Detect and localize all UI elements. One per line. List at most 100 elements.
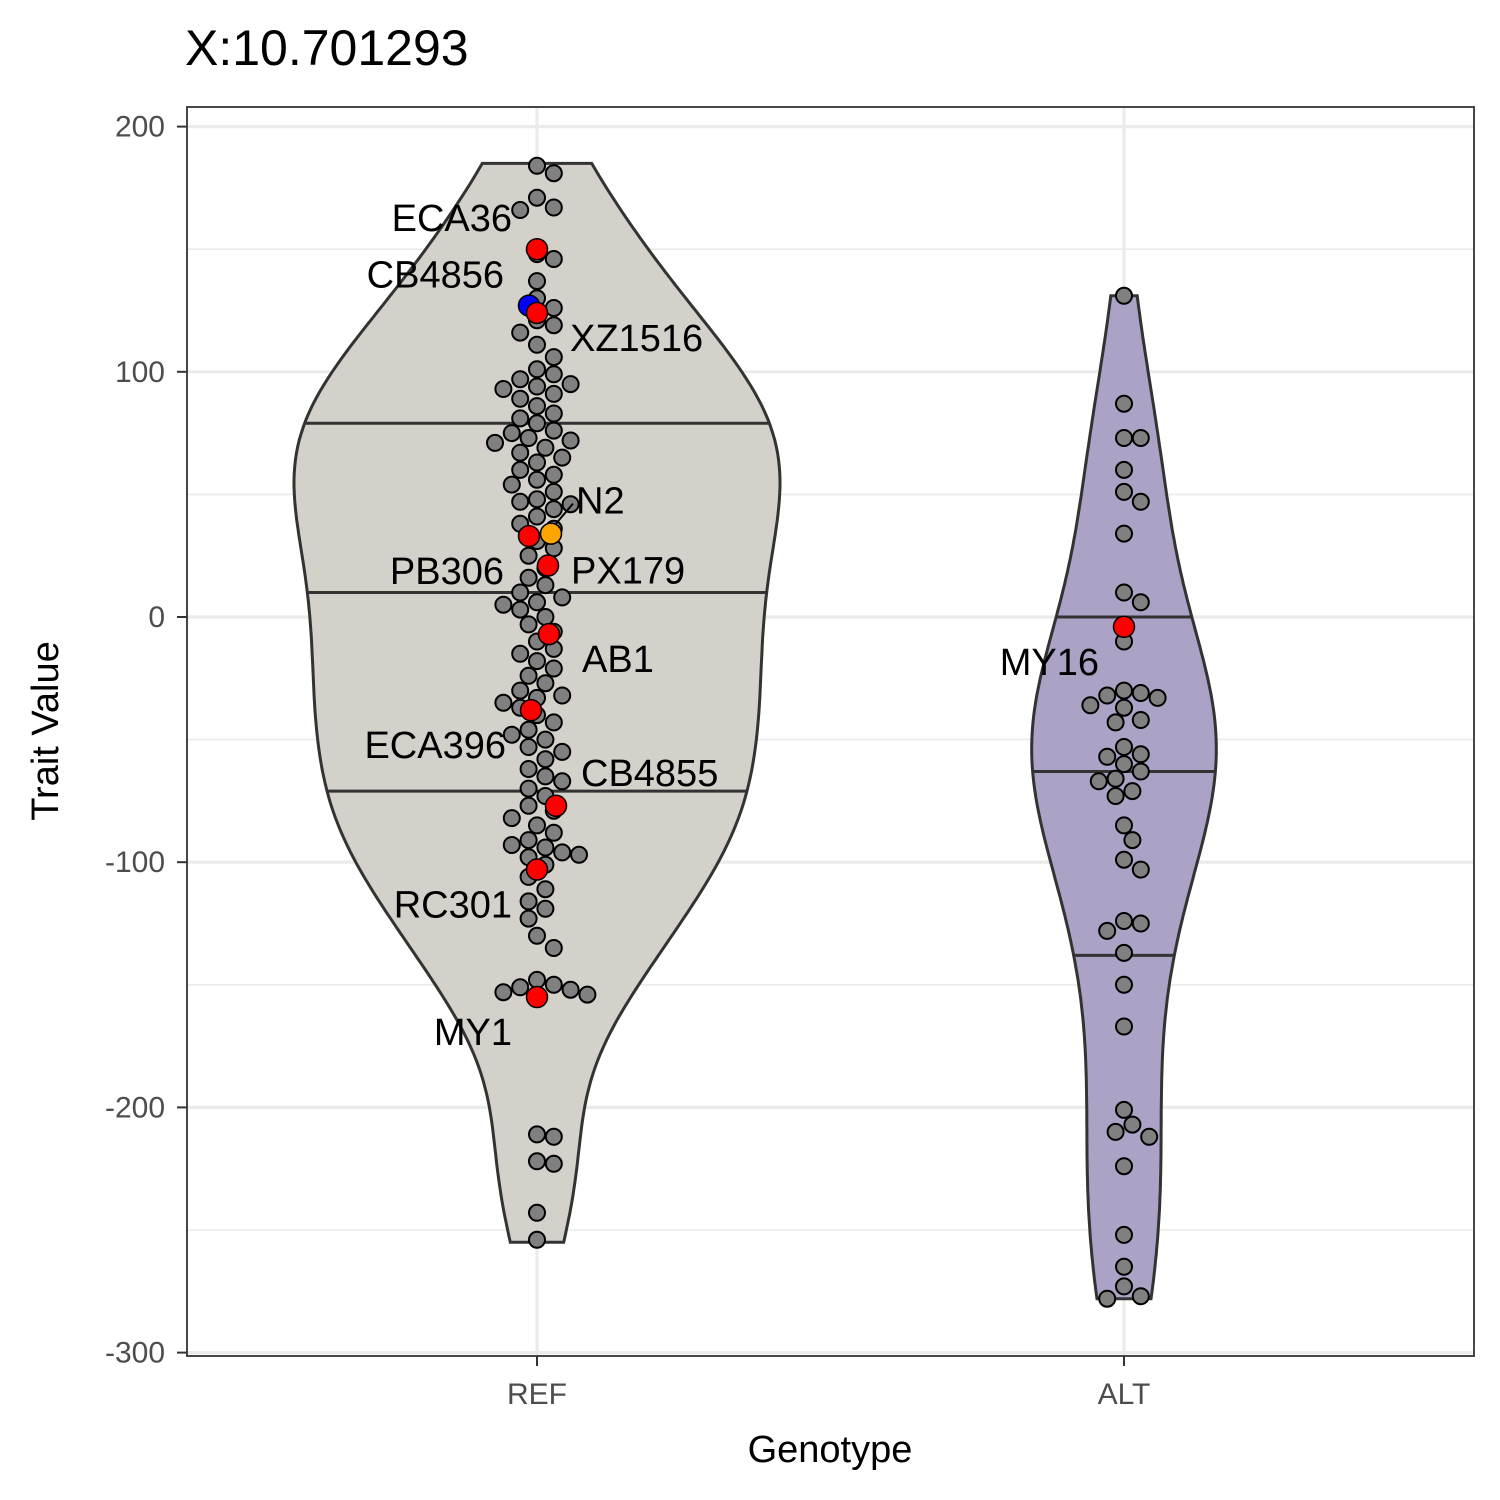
- data-point: [1148, 688, 1167, 707]
- label-leader-line: [555, 502, 574, 525]
- data-point: [1098, 686, 1117, 705]
- data-point: [536, 838, 555, 857]
- data-point: [1089, 772, 1108, 791]
- data-point: [528, 188, 546, 207]
- x-tick-label: ALT: [1098, 1378, 1151, 1411]
- data-point: [1115, 816, 1133, 835]
- data-point: [519, 720, 538, 739]
- data-point: [1131, 684, 1150, 702]
- strain-label: CB4856: [367, 255, 504, 297]
- data-point: [494, 693, 513, 712]
- data-point: [1131, 429, 1150, 447]
- data-point: [536, 438, 555, 457]
- strain-label: CB4855: [581, 753, 718, 795]
- strain-label: PX179: [571, 551, 685, 593]
- data-point: [528, 1152, 546, 1171]
- highlight-point: [1112, 615, 1136, 639]
- data-point: [528, 1230, 546, 1249]
- data-point: [536, 750, 555, 769]
- data-point: [553, 686, 572, 705]
- strain-label: ECA36: [392, 198, 512, 240]
- data-point: [553, 588, 572, 607]
- data-point: [511, 492, 530, 511]
- data-point: [519, 429, 538, 447]
- data-point: [544, 659, 563, 678]
- data-point: [502, 836, 521, 854]
- data-point: [519, 760, 538, 778]
- x-tick-label: REF: [507, 1378, 567, 1411]
- data-point: [519, 796, 538, 815]
- data-point: [1081, 696, 1100, 715]
- data-point: [1123, 782, 1142, 801]
- data-point: [1106, 787, 1125, 805]
- data-point: [536, 880, 555, 899]
- strain-label: PB306: [390, 551, 504, 593]
- data-point: [1115, 286, 1133, 305]
- data-point: [544, 348, 563, 367]
- highlight-point: [525, 301, 549, 325]
- data-point: [502, 725, 521, 744]
- data-point: [1098, 921, 1117, 940]
- data-point: [511, 389, 530, 408]
- data-point: [511, 370, 530, 389]
- highlight-point: [525, 985, 549, 1009]
- data-point: [519, 779, 538, 798]
- data-point: [536, 899, 555, 918]
- data-point: [544, 975, 563, 994]
- data-point: [511, 681, 530, 700]
- data-point: [544, 465, 563, 484]
- data-point: [544, 250, 563, 268]
- strain-label: MY1: [434, 1012, 512, 1054]
- data-point: [519, 568, 538, 587]
- data-point: [1115, 1225, 1133, 1244]
- y-tick-label: -100: [105, 846, 165, 879]
- data-point: [528, 816, 546, 835]
- strain-label: XZ1516: [570, 318, 703, 360]
- data-point: [528, 360, 546, 379]
- data-point: [1131, 745, 1150, 764]
- highlight-point: [536, 554, 560, 577]
- data-point: [536, 730, 555, 749]
- data-point: [1115, 1277, 1133, 1296]
- data-point: [1140, 1127, 1159, 1146]
- data-point: [1115, 850, 1133, 869]
- data-point: [544, 365, 563, 384]
- data-point: [1131, 1287, 1150, 1306]
- data-point: [519, 831, 538, 850]
- data-point: [511, 460, 530, 479]
- data-point: [1115, 524, 1133, 543]
- data-point: [528, 453, 546, 472]
- data-point: [1131, 860, 1150, 879]
- data-point: [536, 608, 555, 626]
- data-point: [494, 595, 513, 614]
- highlight-point: [544, 794, 568, 818]
- data-point: [1131, 593, 1150, 612]
- data-point: [570, 845, 588, 864]
- data-point: [544, 482, 563, 501]
- highlight-point: [539, 522, 563, 545]
- highlight-point: [537, 622, 561, 646]
- data-point: [553, 448, 572, 467]
- chart-title: X:10.701293: [185, 20, 469, 76]
- data-point: [544, 500, 563, 519]
- strain-label: RC301: [394, 885, 512, 927]
- y-tick-label: -300: [105, 1337, 165, 1370]
- data-point: [511, 644, 530, 663]
- data-point: [578, 985, 597, 1004]
- strain-label: ECA396: [364, 725, 506, 767]
- data-point: [528, 507, 546, 526]
- data-point: [544, 198, 563, 217]
- data-point: [486, 433, 504, 452]
- data-point: [519, 892, 538, 911]
- data-point: [519, 615, 538, 634]
- data-point: [1115, 394, 1133, 413]
- data-point: [1123, 1115, 1142, 1134]
- strain-label: MY16: [1000, 642, 1099, 684]
- plot-border: [186, 106, 1475, 1357]
- data-point: [1115, 698, 1133, 717]
- data-point: [511, 409, 530, 428]
- data-point: [1131, 914, 1150, 933]
- data-point: [519, 909, 538, 928]
- data-point: [511, 583, 530, 602]
- data-point: [536, 674, 555, 693]
